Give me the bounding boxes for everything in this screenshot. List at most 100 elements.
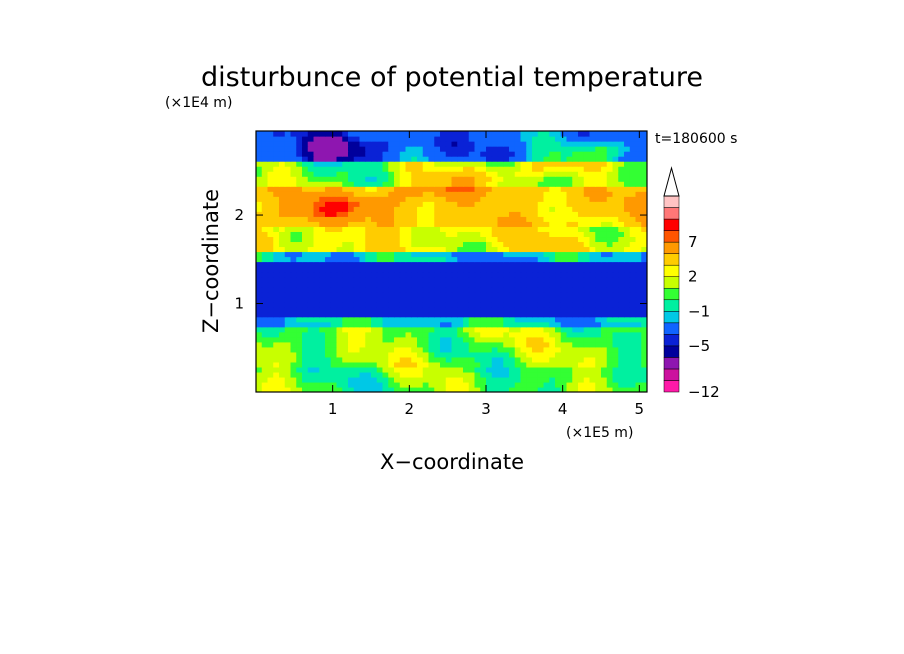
- heatmap-cell: [348, 191, 355, 197]
- heatmap-cell: [624, 336, 631, 343]
- heatmap-cell: [296, 271, 303, 278]
- heatmap-cell: [399, 221, 407, 227]
- heatmap-cell: [319, 261, 326, 268]
- heatmap-cell: [353, 311, 361, 318]
- heatmap-cell: [641, 306, 647, 313]
- heatmap-cell: [612, 256, 619, 263]
- heatmap-cell: [463, 296, 470, 303]
- heatmap-cell: [566, 376, 573, 383]
- heatmap-cell: [618, 181, 625, 187]
- heatmap-cell: [589, 266, 596, 273]
- heatmap-cell: [532, 181, 539, 187]
- heatmap-cell: [635, 261, 642, 268]
- heatmap-cell: [376, 161, 384, 167]
- heatmap-cell: [376, 306, 384, 313]
- heatmap-cell: [422, 241, 430, 248]
- heatmap-cell: [641, 361, 647, 368]
- heatmap-cell: [417, 361, 424, 368]
- heatmap-cell: [445, 386, 453, 392]
- heatmap-cell: [399, 286, 407, 293]
- heatmap-cell: [273, 161, 280, 167]
- heatmap-cell: [491, 301, 499, 308]
- heatmap-cell: [325, 341, 332, 348]
- heatmap-cell: [284, 261, 292, 268]
- heatmap-cell: [572, 341, 579, 348]
- heatmap-cell: [601, 196, 608, 202]
- heatmap-cell: [612, 351, 619, 358]
- heatmap-cell: [256, 311, 263, 318]
- heatmap-cell: [313, 171, 320, 177]
- heatmap-cell: [376, 156, 384, 162]
- heatmap-cell: [463, 316, 470, 323]
- heatmap-cell: [457, 336, 464, 343]
- heatmap-cell: [371, 306, 378, 313]
- heatmap-cell: [509, 386, 516, 392]
- heatmap-cell: [273, 291, 280, 298]
- heatmap-cell: [451, 321, 458, 328]
- heatmap-cell: [342, 271, 349, 278]
- heatmap-cell: [532, 236, 539, 243]
- heatmap-cell: [589, 386, 596, 392]
- heatmap-cell: [353, 361, 361, 368]
- heatmap-cell: [451, 211, 458, 217]
- heatmap-cell: [560, 236, 568, 243]
- heatmap-cell: [486, 371, 493, 378]
- heatmap-cell: [302, 261, 309, 268]
- heatmap-cell: [302, 316, 309, 323]
- heatmap-cell: [296, 301, 303, 308]
- heatmap-cell: [578, 371, 585, 378]
- heatmap-cell: [468, 386, 476, 392]
- heatmap-cell: [359, 331, 366, 338]
- heatmap-cell: [284, 216, 292, 222]
- heatmap-cell: [284, 176, 292, 182]
- heatmap-cell: [463, 196, 470, 202]
- heatmap-cell: [353, 316, 361, 323]
- heatmap-cell: [440, 141, 447, 147]
- heatmap-cell: [428, 141, 435, 147]
- heatmap-cell: [388, 296, 395, 303]
- heatmap-cell: [422, 186, 430, 192]
- heatmap-cell: [405, 381, 412, 388]
- heatmap-cell: [256, 246, 263, 253]
- heatmap-cell: [359, 226, 366, 232]
- heatmap-cell: [388, 366, 395, 373]
- heatmap-cell: [302, 226, 309, 232]
- heatmap-cell: [543, 316, 550, 323]
- heatmap-cell: [618, 206, 625, 212]
- heatmap-cell: [434, 141, 441, 147]
- heatmap-cell: [307, 231, 315, 238]
- heatmap-cell: [474, 381, 481, 388]
- heatmap-cell: [520, 386, 527, 392]
- heatmap-cell: [336, 141, 343, 147]
- heatmap-cell: [359, 256, 366, 263]
- heatmap-cell: [549, 256, 556, 263]
- heatmap-cell: [526, 206, 533, 212]
- heatmap-cell: [445, 316, 453, 323]
- heatmap-cell: [417, 226, 424, 232]
- heatmap-cell: [422, 146, 430, 152]
- heatmap-cell: [526, 291, 533, 298]
- heatmap-cell: [440, 271, 447, 278]
- heatmap-cell: [635, 171, 642, 177]
- heatmap-cell: [486, 276, 493, 283]
- heatmap-cell: [336, 356, 343, 363]
- heatmap-cell: [497, 251, 504, 258]
- heatmap-cell: [313, 161, 320, 167]
- heatmap-cell: [532, 141, 539, 147]
- heatmap-cell: [624, 316, 631, 323]
- heatmap-cell: [497, 236, 504, 243]
- heatmap-cell: [371, 341, 378, 348]
- heatmap-cell: [336, 321, 343, 328]
- heatmap-cell: [451, 146, 458, 152]
- heatmap-cell: [612, 246, 619, 253]
- heatmap-cell: [325, 221, 332, 227]
- heatmap-cell: [555, 206, 562, 212]
- heatmap-cell: [342, 131, 349, 137]
- heatmap-cell: [624, 366, 631, 373]
- heatmap-cell: [474, 366, 481, 373]
- heatmap-cell: [336, 351, 343, 358]
- heatmap-cell: [566, 166, 573, 172]
- heatmap-cell: [503, 261, 510, 268]
- heatmap-cell: [624, 166, 631, 172]
- heatmap-cell: [635, 351, 642, 358]
